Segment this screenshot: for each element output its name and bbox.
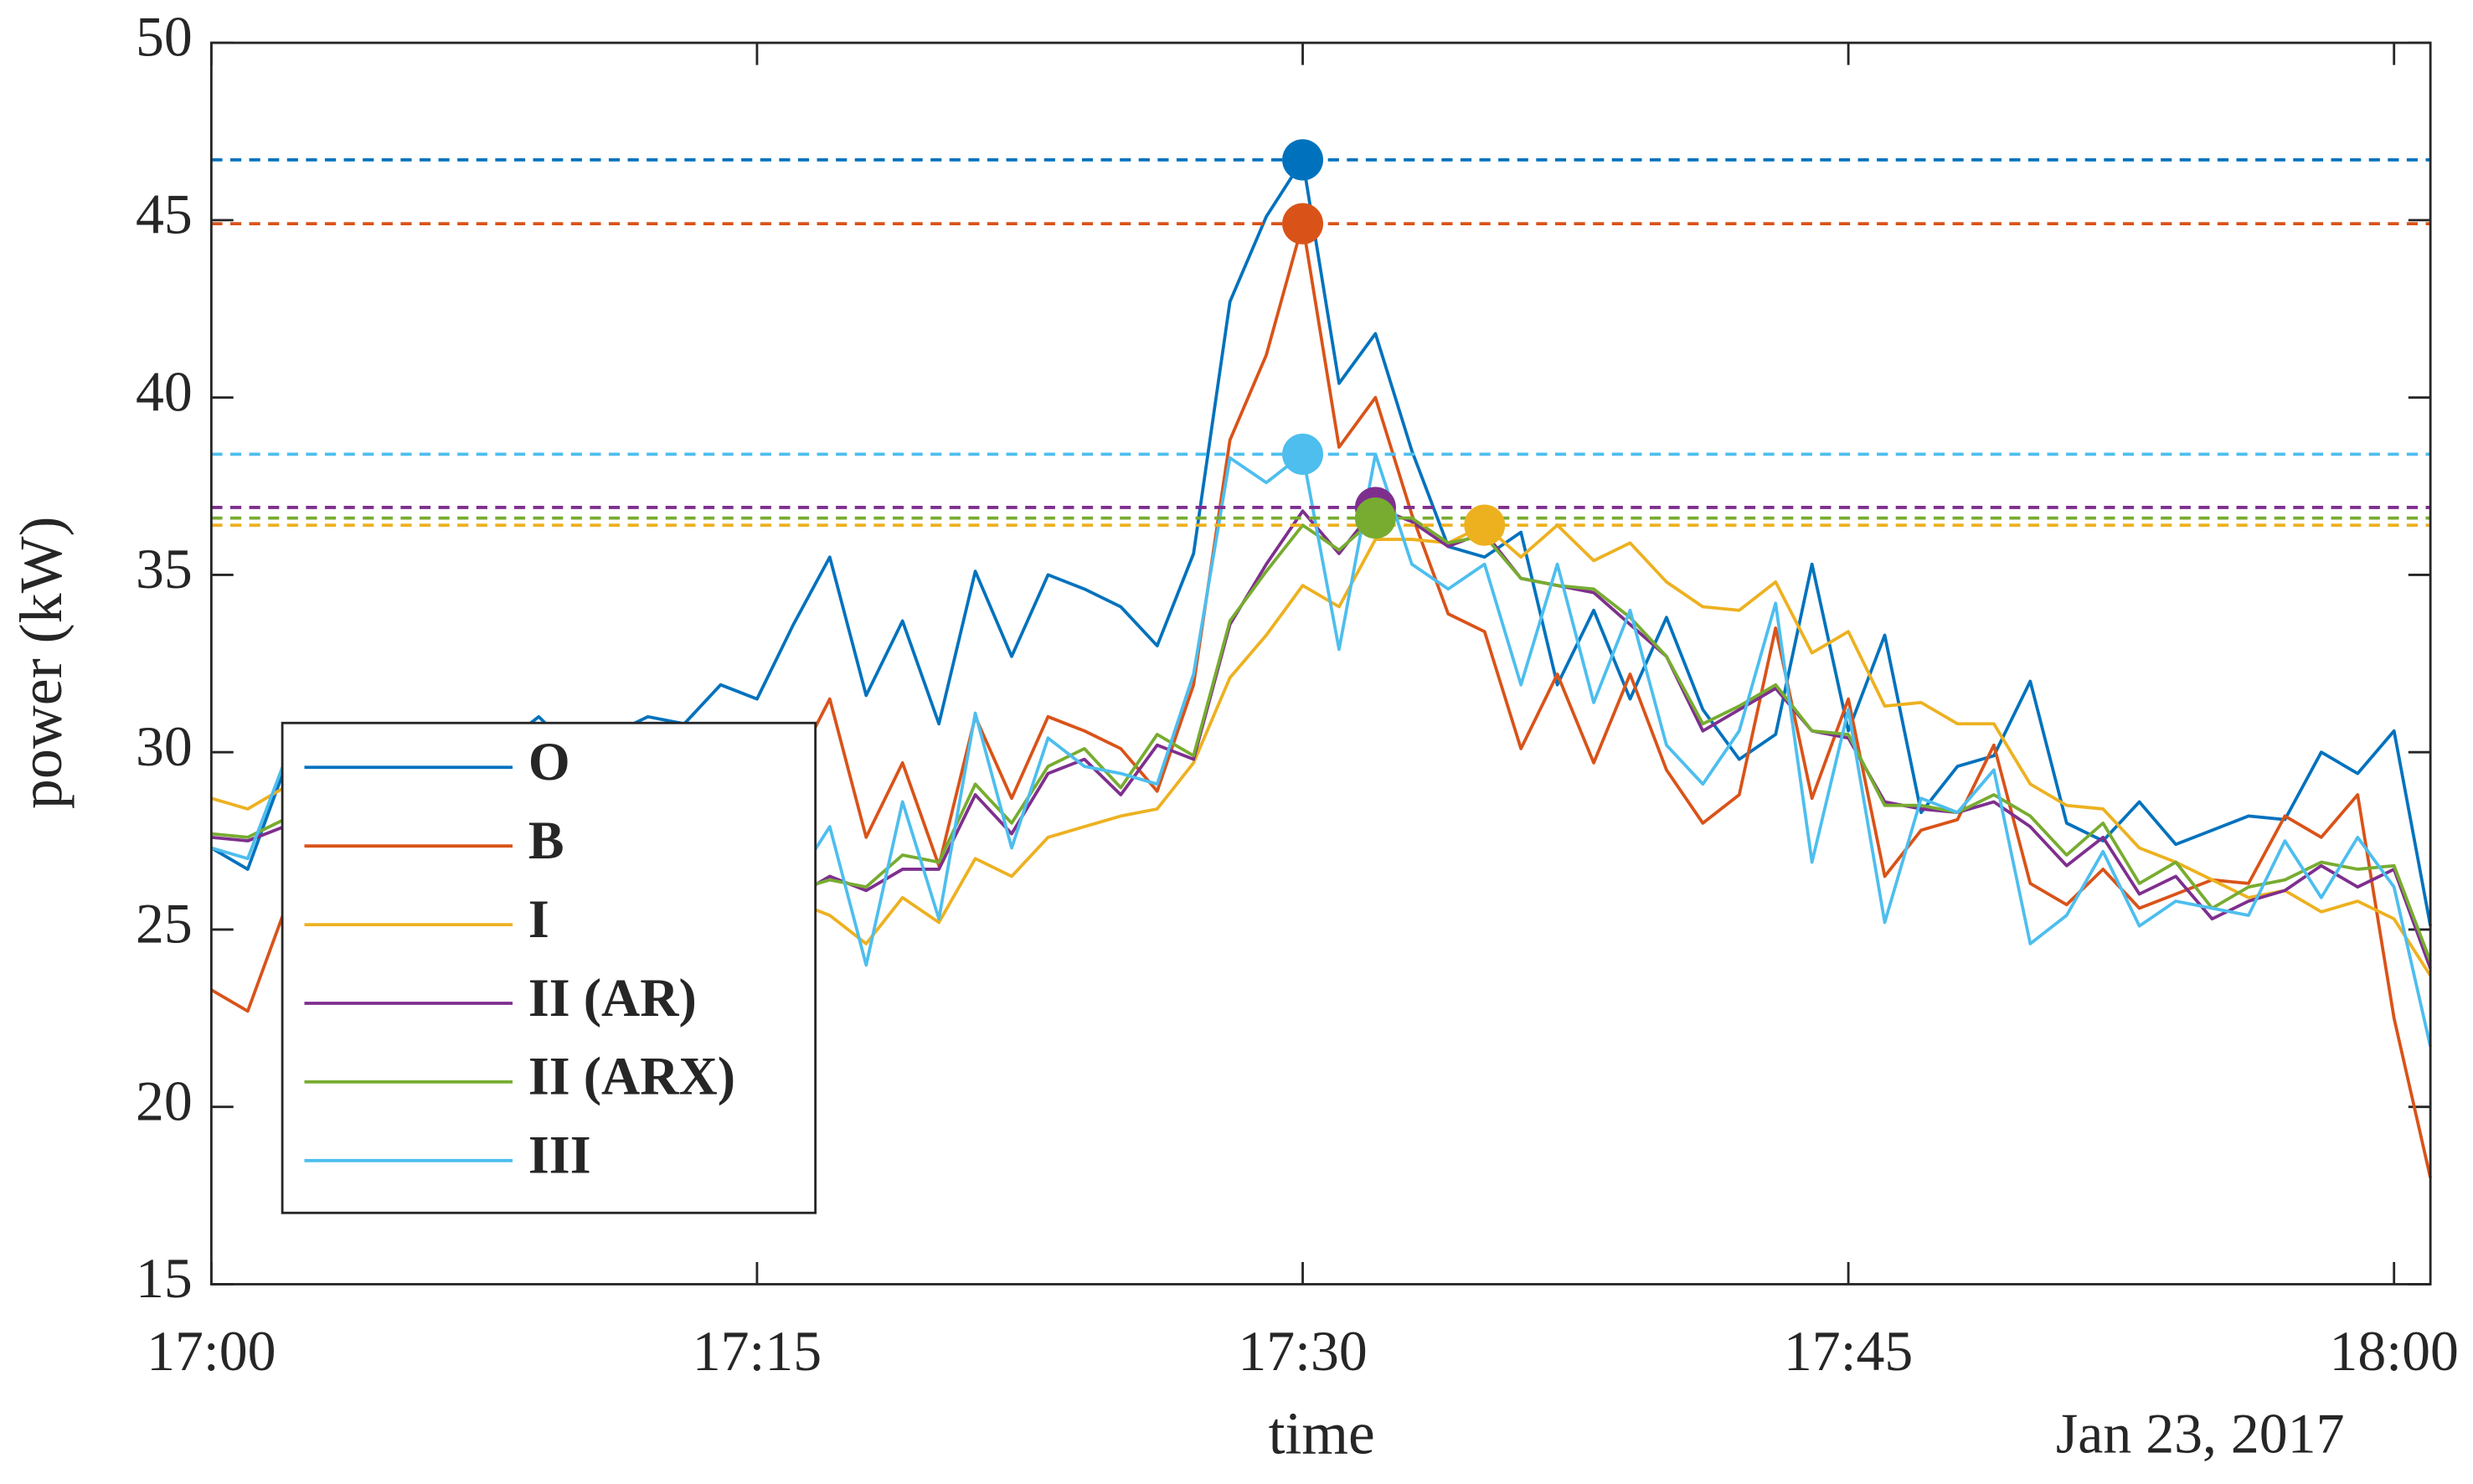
y-tick-label: 40 — [136, 359, 193, 423]
peak-marker — [1464, 504, 1506, 546]
peak-marker — [1354, 497, 1396, 539]
legend-label: III — [528, 1125, 591, 1184]
x-tick-label: 17:00 — [147, 1319, 276, 1383]
legend: OBI II (AR) II (ARX) III — [281, 721, 817, 1214]
legend-label: B — [528, 811, 564, 870]
legend-label: II (AR) — [528, 968, 697, 1028]
legend-label: O — [528, 732, 570, 791]
y-tick-label: 15 — [136, 1246, 193, 1310]
x-tick-label: 18:00 — [2330, 1319, 2459, 1383]
date-label: Jan 23, 2017 — [2056, 1401, 2345, 1465]
plot-frame — [209, 41, 2432, 1286]
y-tick-label: 45 — [136, 182, 193, 245]
legend-label: I — [528, 889, 549, 949]
peak-marker — [1282, 203, 1324, 245]
peak-marker — [1282, 139, 1324, 181]
peak-marker — [1282, 433, 1324, 476]
x-tick-label: 17:15 — [693, 1319, 822, 1383]
legend-label: II (ARX) — [528, 1047, 735, 1106]
y-axis-label: power (kW) — [8, 517, 75, 810]
y-tick-label: 50 — [136, 5, 193, 69]
y-tick-label: 25 — [136, 891, 193, 955]
y-tick-label: 30 — [136, 714, 193, 778]
y-tick-label: 20 — [136, 1069, 193, 1132]
y-tick-label: 35 — [136, 537, 193, 600]
x-tick-label: 17:45 — [1784, 1319, 1913, 1383]
legend-box — [281, 721, 817, 1214]
x-axis-label: time — [1269, 1399, 1375, 1466]
x-tick-label: 17:30 — [1238, 1319, 1367, 1383]
